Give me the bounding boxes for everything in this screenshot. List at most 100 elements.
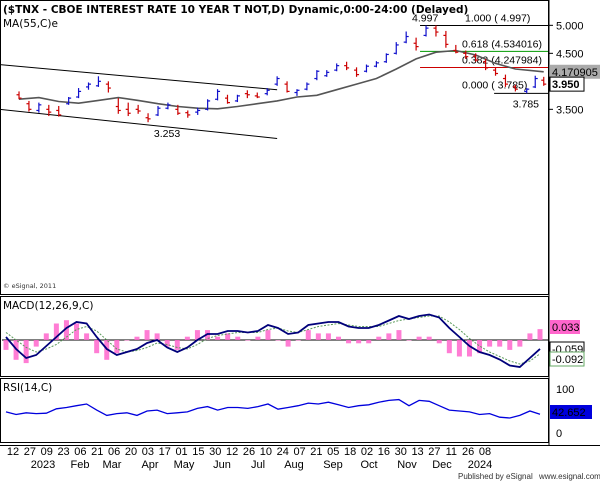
x-tick-month: Jul — [251, 459, 265, 471]
macd-histogram-bar — [537, 329, 543, 340]
x-tick-month: Sep — [323, 459, 343, 471]
macd-histogram-bar — [346, 340, 352, 344]
price-bar — [16, 91, 22, 100]
macd-histogram-bar — [527, 333, 533, 340]
x-tick-day: 12 — [226, 446, 238, 458]
moving-average — [18, 49, 544, 110]
macd-histogram-bar — [487, 340, 493, 347]
price-bar — [443, 30, 449, 48]
macd-histogram-bar — [43, 333, 49, 340]
x-tick-day: 01 — [175, 446, 187, 458]
price-bar — [324, 70, 330, 77]
macd-histogram-bar — [507, 340, 513, 350]
macd-histogram-bar — [53, 323, 59, 340]
macd-histogram-bar — [245, 340, 251, 341]
macd-histogram-bar — [194, 330, 200, 340]
macd-histogram-bar — [426, 336, 432, 340]
x-tick-day: 05 — [327, 446, 339, 458]
macd-histogram-bar — [275, 340, 281, 341]
x-tick-day: 30 — [209, 446, 221, 458]
price-bar — [433, 25, 439, 37]
price-bar — [264, 88, 270, 96]
x-tick-day: 26 — [462, 446, 474, 458]
x-tick-month: 2024 — [468, 459, 492, 471]
x-tick-day: 24 — [277, 446, 289, 458]
macd-histogram-bar — [94, 340, 100, 354]
price-bar — [363, 64, 369, 73]
signal-last-value-box — [549, 351, 585, 367]
price-bar — [76, 88, 82, 99]
macd-histogram-bar — [285, 340, 291, 347]
macd-histogram-bar — [84, 333, 90, 340]
price-bar — [175, 104, 181, 115]
fib-label-0.618: 0.618 (4.534016) — [462, 38, 542, 50]
price-bar — [254, 92, 260, 99]
fib-label-1.000: 1.000 ( 4.997) — [465, 12, 530, 24]
chart-title: ($TNX - CBOE INTEREST RATE 10 YEAR T NOT… — [3, 4, 468, 16]
macd-histogram-bar — [497, 340, 503, 347]
rsi-label: RSI(14,C) — [3, 382, 52, 394]
x-tick-day: 07 — [293, 446, 305, 458]
x-tick-day: 10 — [260, 446, 272, 458]
macd-histogram-bar — [386, 333, 392, 340]
price-bar — [314, 70, 320, 81]
x-tick-day: 27 — [24, 446, 36, 458]
x-tick-day: 15 — [192, 446, 204, 458]
price-bar — [66, 97, 72, 105]
x-tick-day: 16 — [378, 446, 390, 458]
x-tick-day: 21 — [310, 446, 322, 458]
signal-last-value: -0.092 — [549, 351, 585, 367]
annotation-3.785: 3.785 — [513, 98, 539, 110]
price-bar — [393, 42, 399, 55]
price-bar — [135, 104, 141, 114]
macd-hist-last-value-text: 0.033 — [552, 322, 580, 334]
macd-histogram-bar — [134, 336, 140, 340]
esignal-watermark: © eSignal, 2011 — [3, 282, 56, 290]
signal-last-value-text: -0.092 — [552, 354, 583, 366]
macd-histogram-bar — [144, 330, 150, 340]
footer-published: Published by eSignal — [458, 472, 533, 481]
y-tick-label: 4.500 — [556, 48, 584, 60]
x-axis-labels: 12 27 09 23 06 21 06 20 03 17 01 15 30 12 26 10 24 07 21 05… — [7, 446, 492, 471]
price-bar — [483, 58, 489, 71]
x-tick-month: Dec — [432, 459, 452, 471]
price-bar — [423, 25, 429, 37]
close-last-value-text: 3.950 — [552, 79, 580, 91]
macd-histogram-bar — [517, 340, 523, 347]
price-bar — [512, 84, 518, 92]
macd-histogram-bar — [335, 336, 341, 340]
macd-histogram-bar — [446, 340, 452, 354]
price-bar — [453, 44, 459, 54]
macd-histogram-bar — [33, 340, 39, 347]
macd-signal-line — [5, 315, 541, 365]
macd-histogram-bar — [114, 340, 120, 354]
price-bar — [86, 82, 92, 90]
macd-indicator — [2, 313, 548, 368]
price-bar — [56, 105, 62, 117]
price-bar — [473, 53, 479, 62]
fib-label-0.000: 0.000 ( 3.785) — [462, 79, 527, 91]
x-tick-month: Apr — [141, 459, 158, 471]
price-bars — [16, 25, 547, 123]
x-tick-day: 06 — [108, 446, 120, 458]
price-bar — [541, 76, 547, 86]
price-bar — [373, 61, 379, 68]
price-bar — [195, 107, 201, 115]
price-bar — [215, 89, 221, 101]
macd-histogram-bar — [315, 333, 321, 340]
rsi-tick-label: 100 — [556, 384, 574, 396]
price-bar — [403, 31, 409, 44]
macd-histogram-bar — [74, 323, 80, 340]
macd-histogram-bar — [184, 336, 190, 340]
price-annotations: 4.997 3.785 3.253 — [154, 12, 539, 140]
rsi-last-value: 42.652 — [550, 405, 592, 419]
x-tick-month: Jun — [213, 459, 231, 471]
macd-histogram-bar — [164, 340, 170, 347]
x-tick-day: 21 — [91, 446, 103, 458]
price-bar — [274, 76, 280, 86]
trend-channel-upper — [0, 64, 278, 91]
price-bar — [125, 102, 131, 117]
price-bar — [413, 37, 419, 51]
